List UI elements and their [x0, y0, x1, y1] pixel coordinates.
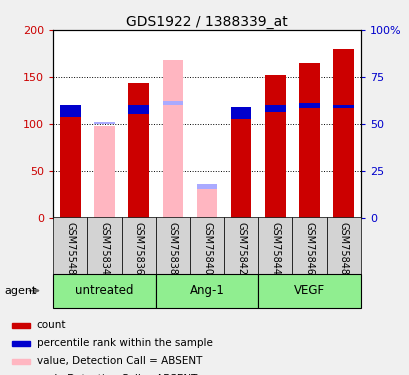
Bar	[94, 122, 115, 124]
Bar	[258, 217, 292, 274]
Bar	[265, 75, 285, 217]
Text: GSM75836: GSM75836	[133, 222, 144, 275]
Bar	[155, 217, 189, 274]
Text: Ang-1: Ang-1	[189, 284, 224, 297]
Text: GSM75842: GSM75842	[236, 222, 246, 275]
Bar	[87, 217, 121, 274]
Bar	[189, 217, 224, 274]
Text: GSM75846: GSM75846	[304, 222, 314, 275]
Text: GSM75848: GSM75848	[338, 222, 348, 275]
Bar	[60, 105, 81, 117]
Text: agent: agent	[4, 286, 36, 296]
Bar	[53, 217, 87, 274]
Bar	[333, 49, 353, 217]
Bar	[128, 105, 148, 114]
Text: value, Detection Call = ABSENT: value, Detection Call = ABSENT	[36, 356, 202, 366]
Bar	[12, 341, 30, 346]
Bar	[326, 217, 360, 274]
Bar	[121, 217, 155, 274]
Bar	[230, 107, 251, 218]
Bar	[53, 274, 155, 308]
Text: GSM75834: GSM75834	[99, 222, 109, 275]
Bar	[196, 189, 217, 217]
Title: GDS1922 / 1388339_at: GDS1922 / 1388339_at	[126, 15, 287, 29]
Text: GSM75838: GSM75838	[167, 222, 178, 275]
Bar	[299, 103, 319, 108]
Bar	[258, 274, 360, 308]
Text: rank, Detection Call = ABSENT: rank, Detection Call = ABSENT	[36, 374, 196, 375]
Bar	[12, 359, 30, 363]
Bar	[162, 101, 183, 105]
Bar	[128, 84, 148, 218]
Text: GSM75548: GSM75548	[65, 222, 75, 275]
Bar	[299, 63, 319, 217]
Bar	[265, 105, 285, 112]
Bar	[230, 107, 251, 119]
Bar	[196, 184, 217, 189]
Bar	[155, 274, 258, 308]
Bar	[333, 105, 353, 108]
Bar	[162, 60, 183, 217]
Bar	[12, 323, 30, 328]
Bar	[60, 105, 81, 218]
Bar	[94, 126, 115, 218]
Text: GSM75844: GSM75844	[270, 222, 280, 275]
Text: VEGF: VEGF	[293, 284, 324, 297]
Text: percentile rank within the sample: percentile rank within the sample	[36, 338, 212, 348]
Text: GSM75840: GSM75840	[202, 222, 211, 275]
Text: count: count	[36, 320, 66, 330]
Bar	[224, 217, 258, 274]
Text: untreated: untreated	[75, 284, 133, 297]
Bar	[292, 217, 326, 274]
